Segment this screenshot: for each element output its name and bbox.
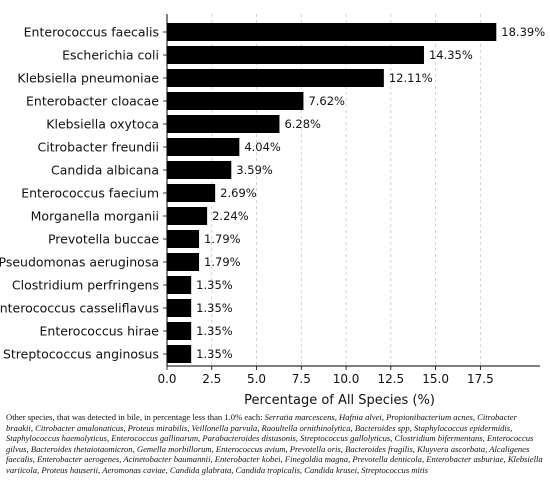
bar (167, 322, 192, 340)
category-label: Enterococcus faecalis (24, 25, 159, 40)
bar (167, 253, 200, 271)
data-label: 3.59% (236, 163, 273, 177)
x-tick-label: 17.5 (467, 372, 494, 386)
x-tick-label: 15.0 (422, 372, 449, 386)
bar (167, 115, 280, 133)
bar (167, 23, 497, 41)
category-label: Clostridium perfringens (12, 278, 159, 293)
x-axis-title: Percentage of All Species (%) (244, 393, 435, 408)
category-label: Enterococcus faecium (21, 186, 159, 201)
category-label: Enterococcus hirae (40, 324, 160, 339)
data-label: 6.28% (284, 117, 321, 131)
bar (167, 46, 424, 64)
x-tick-label: 0.0 (157, 372, 176, 386)
data-label: 1.79% (204, 232, 241, 246)
x-tick-label: 7.5 (292, 372, 311, 386)
data-label: 1.35% (196, 301, 233, 315)
data-label: 1.79% (204, 255, 241, 269)
category-label: Candida albicana (51, 163, 159, 178)
bar (167, 230, 200, 248)
footnote: Other species, that was detected in bile… (6, 412, 544, 476)
x-tick-label: 5.0 (247, 372, 266, 386)
footnote-species-list: Serratia marcescens, Hafnia alvei, Propi… (6, 412, 543, 475)
data-label: 12.11% (389, 71, 433, 85)
data-label: 4.04% (244, 140, 281, 154)
category-label: Streptococcus anginosus (3, 347, 159, 362)
category-label: Enterobacter cloacae (26, 94, 159, 109)
bar (167, 92, 304, 110)
bar (167, 69, 384, 87)
data-label: 18.39% (501, 25, 545, 39)
bar-chart: Enterococcus faecalis Escherichia coli Kle… (0, 14, 545, 408)
bars (167, 23, 497, 363)
bar (167, 184, 216, 202)
data-label: 1.35% (196, 278, 233, 292)
x-tick-label: 2.5 (202, 372, 221, 386)
category-label: Klebsiella pneumoniae (17, 71, 159, 86)
bar (167, 345, 192, 363)
x-axis: 0.0 2.5 5.0 7.5 10.0 12.5 15.0 17.5 (157, 14, 540, 386)
data-label: 7.62% (308, 94, 345, 108)
data-label: 2.69% (220, 186, 257, 200)
x-tick-label: 12.5 (377, 372, 404, 386)
category-label: Pseudomonas aeruginosa (0, 255, 159, 270)
data-label: 14.35% (429, 48, 473, 62)
category-label: Citrobacter freundii (38, 140, 159, 155)
bar (167, 299, 192, 317)
category-label: Klebsiella oxytoca (46, 117, 159, 132)
value-labels: 18.39% 14.35% 12.11% 7.62% 6.28%4.04% 3.59% 2.… (196, 25, 545, 361)
footnote-prefix: Other species, that was detected in bile… (6, 412, 265, 422)
category-label: Enterococcus casseliflavus (0, 301, 159, 316)
bar (167, 207, 208, 225)
data-label: 1.35% (196, 324, 233, 338)
bar (167, 161, 232, 179)
bar (167, 276, 192, 294)
category-label: Escherichia coli (62, 48, 159, 63)
category-labels: Enterococcus faecalis Escherichia coli Kle… (0, 25, 159, 362)
bar (167, 138, 240, 156)
category-label: Morganella morganii (31, 209, 159, 224)
data-label: 1.35% (196, 347, 233, 361)
data-label: 2.24% (212, 209, 249, 223)
x-tick-label: 10.0 (333, 372, 360, 386)
category-label: Prevotella buccae (48, 232, 159, 247)
